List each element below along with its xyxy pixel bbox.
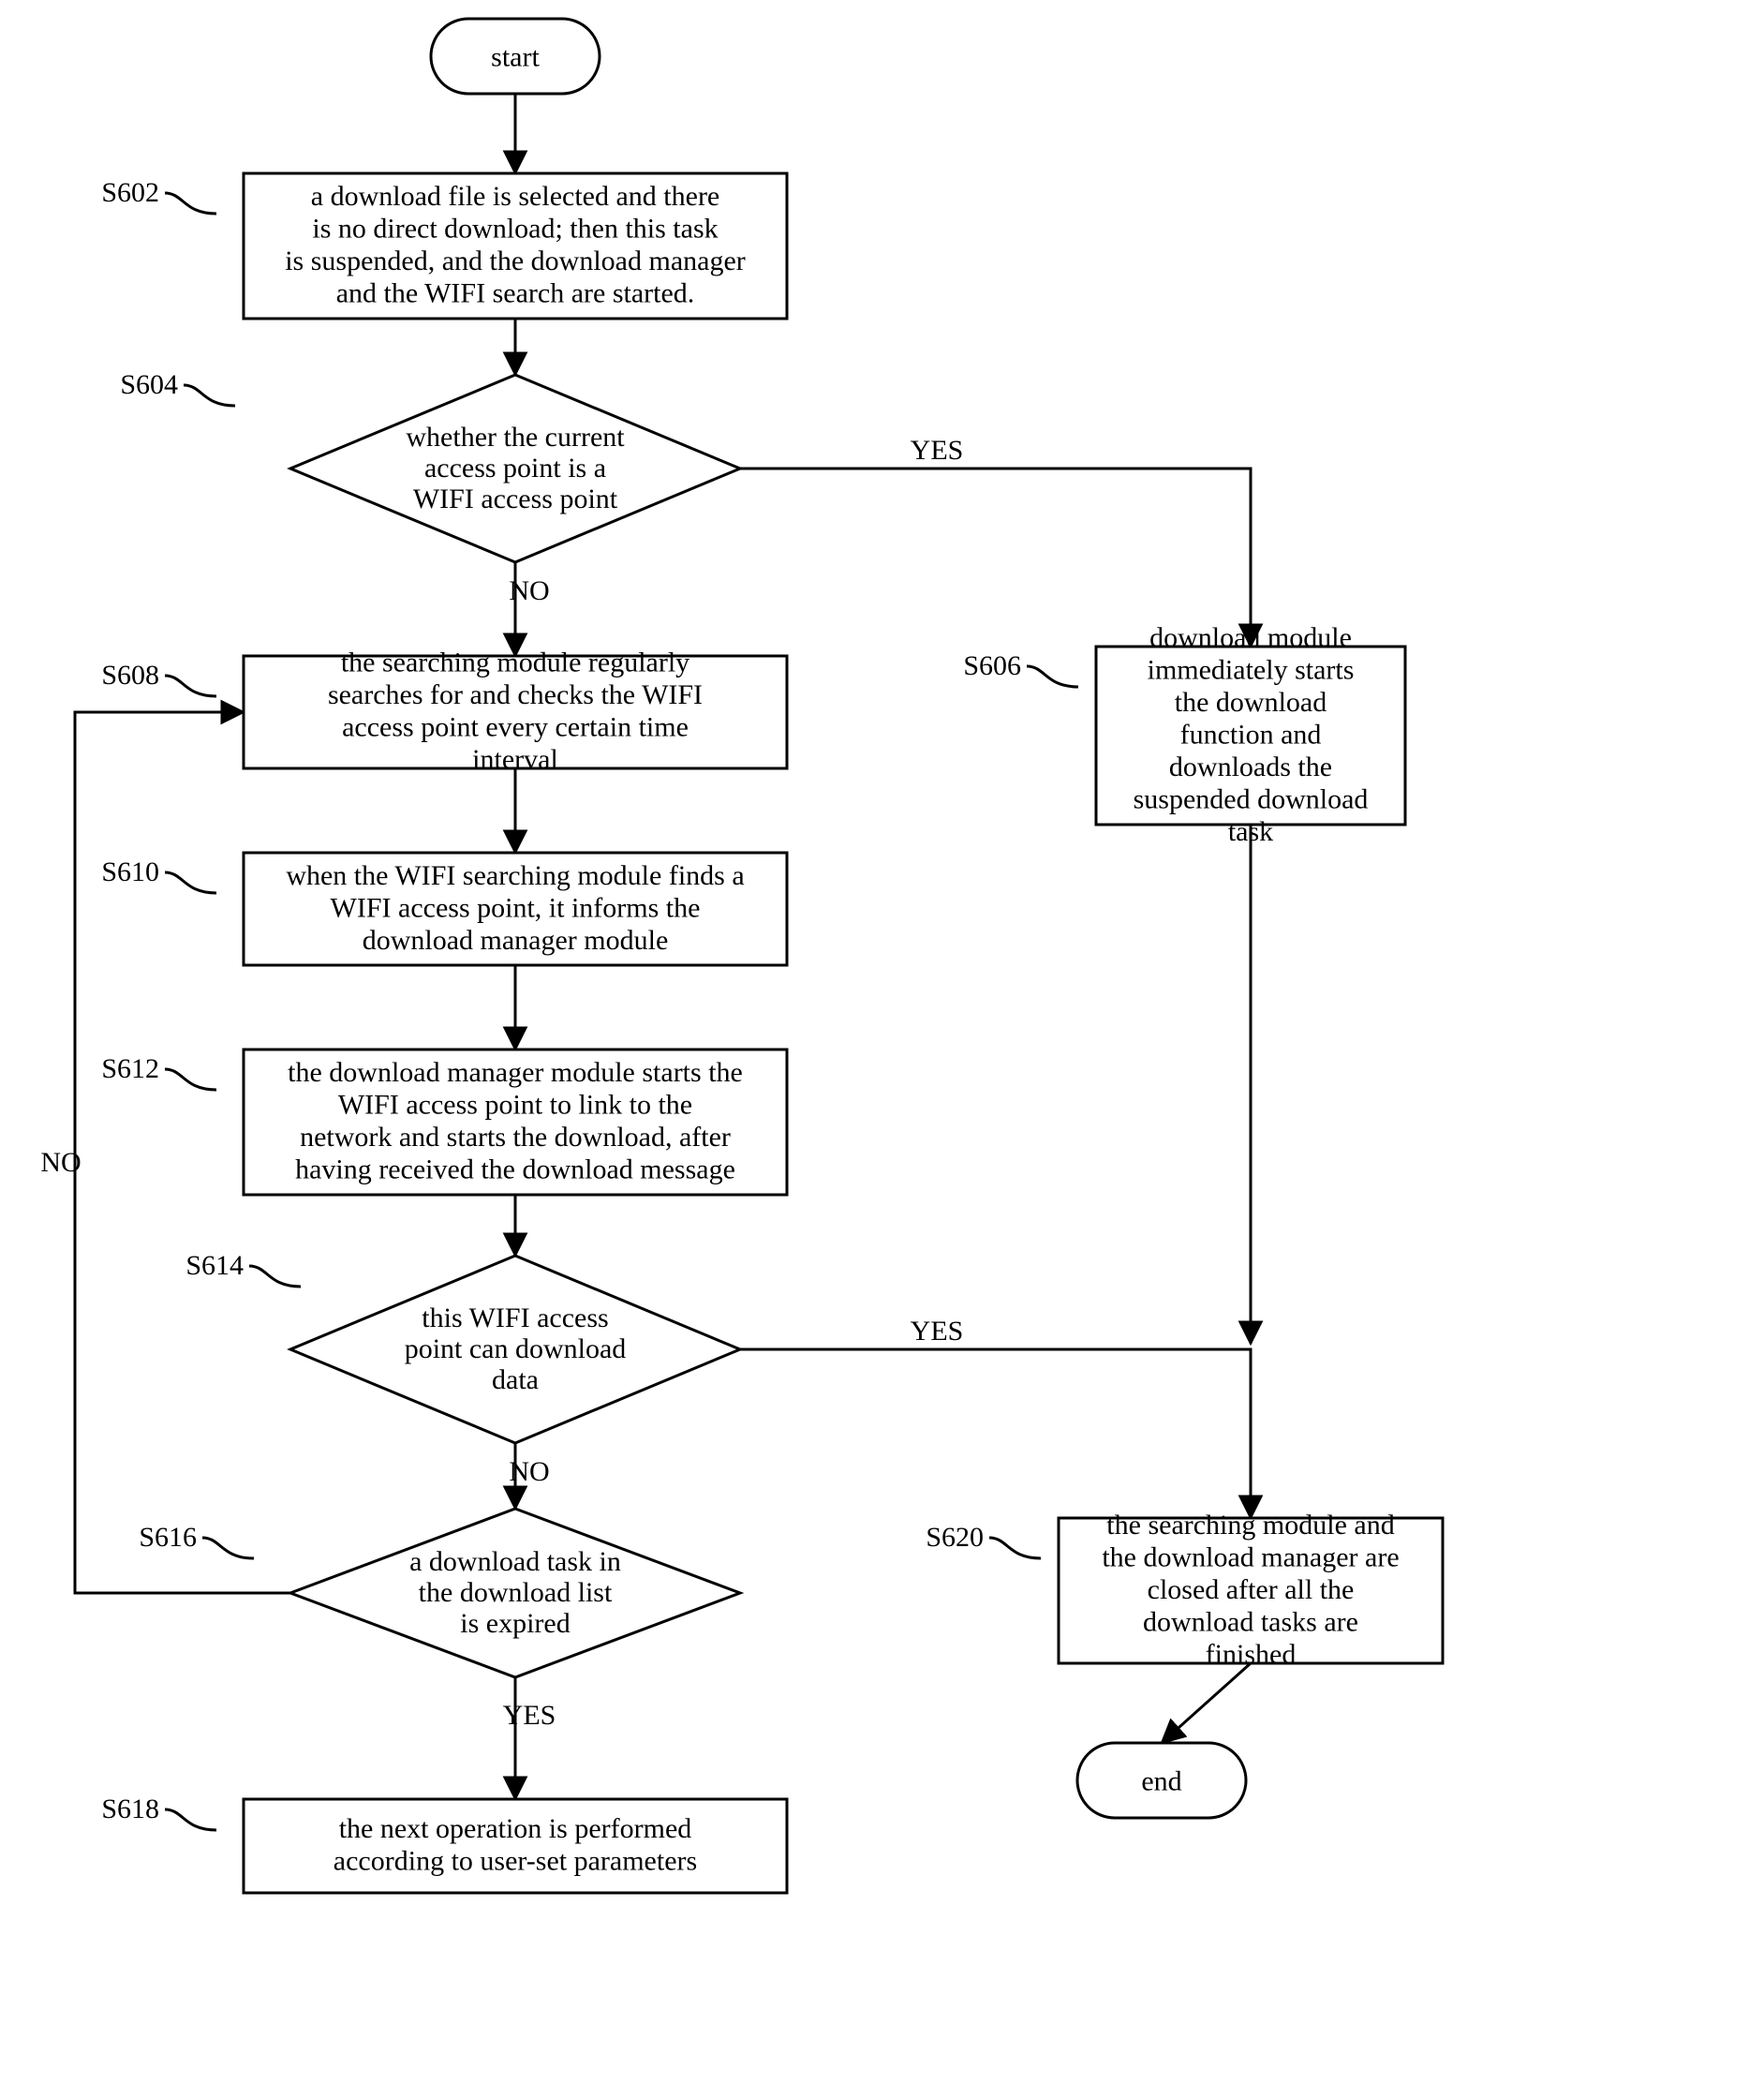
start-label: start: [491, 42, 540, 73]
edge-label-s616_yes: YES: [503, 1700, 556, 1731]
s602-text: a download file is selected and thereis …: [285, 181, 746, 309]
step-label-s608: S608: [101, 660, 159, 691]
edge-s604-s606: [740, 469, 1251, 647]
step-connector-s614: [249, 1266, 301, 1287]
step-connector-s618: [165, 1809, 216, 1830]
step-connector-s612: [165, 1069, 216, 1090]
end-label: end: [1141, 1766, 1181, 1797]
s604-text: whether the currentaccess point is aWIFI…: [406, 422, 625, 514]
edge-label-s614_yes: YES: [911, 1316, 964, 1347]
edge-s620-end: [1162, 1663, 1251, 1743]
edge-label-s604_no: NO: [509, 575, 549, 606]
step-connector-s610: [165, 872, 216, 893]
step-label-s602: S602: [101, 177, 159, 208]
step-label-s610: S610: [101, 856, 159, 887]
edge-s614-s620: [740, 1349, 1251, 1518]
step-connector-s602: [165, 193, 216, 214]
step-connector-s620: [989, 1538, 1041, 1558]
step-connector-s608: [165, 676, 216, 696]
step-label-s604: S604: [120, 369, 178, 400]
step-connector-s604: [184, 385, 235, 406]
step-connector-s616: [202, 1538, 254, 1558]
step-label-s606: S606: [963, 650, 1021, 681]
step-label-s614: S614: [185, 1250, 244, 1281]
s612-text: the download manager module starts theWI…: [288, 1057, 743, 1185]
edge-label-s616_no: NO: [40, 1147, 81, 1178]
s618-text: the next operation is performedaccording…: [334, 1813, 697, 1877]
step-label-s612: S612: [101, 1053, 159, 1084]
step-label-s620: S620: [926, 1522, 984, 1553]
flowchart-nodes: start a download file is selected and the…: [244, 19, 1443, 1893]
step-label-s618: S618: [101, 1794, 159, 1824]
edge-label-s614_no: NO: [509, 1456, 549, 1487]
step-label-s616: S616: [139, 1522, 197, 1553]
step-connector-s606: [1027, 666, 1078, 687]
edge-label-s604_yes: YES: [911, 435, 964, 466]
